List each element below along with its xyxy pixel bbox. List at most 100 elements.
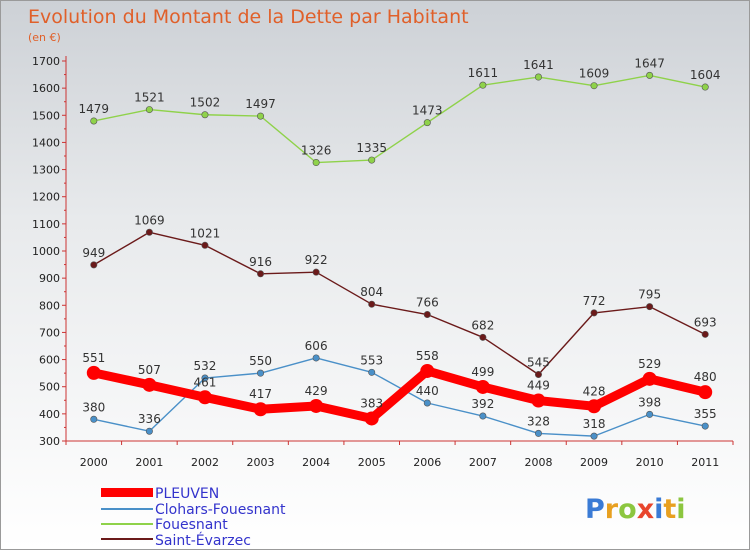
unit-label: (en €): [28, 31, 61, 44]
data-point-saint-evarzec: [479, 333, 487, 341]
legend-swatch-fouesnant: [101, 523, 153, 525]
data-label-pleuven: 428: [583, 384, 606, 398]
data-label-saint-evarzec: 766: [416, 296, 439, 310]
y-tick-label: 1500: [32, 109, 60, 122]
data-point-fouesnant: [201, 111, 209, 119]
x-tick-label: 2011: [691, 456, 719, 469]
x-tick-label: 2009: [580, 456, 608, 469]
x-tick-label: 2006: [413, 456, 441, 469]
data-label-pleuven: 499: [471, 365, 494, 379]
data-point-clohars-fouesnant: [145, 427, 153, 435]
data-point-pleuven: [642, 371, 657, 386]
x-tick-label: 2000: [80, 456, 108, 469]
data-label-pleuven: 417: [249, 387, 272, 401]
data-point-pleuven: [253, 402, 268, 417]
data-point-fouesnant: [701, 83, 709, 91]
data-label-clohars-fouesnant: 318: [583, 417, 606, 431]
logo-letter: P: [585, 494, 605, 525]
legend-swatch-pleuven: [101, 488, 153, 497]
x-tick-label: 2008: [524, 456, 552, 469]
data-label-saint-evarzec: 772: [583, 294, 606, 308]
data-point-clohars-fouesnant: [590, 432, 598, 440]
data-point-clohars-fouesnant: [423, 399, 431, 407]
legend-swatch-clohars-fouesnant: [101, 508, 153, 510]
x-tick-label: 2004: [302, 456, 330, 469]
data-label-fouesnant: 1335: [356, 141, 387, 155]
data-label-clohars-fouesnant: 328: [527, 414, 550, 428]
y-tick-label: 800: [39, 299, 60, 312]
x-tick-label: 2010: [636, 456, 664, 469]
data-point-pleuven: [475, 379, 490, 394]
data-point-pleuven: [86, 365, 101, 380]
data-label-pleuven: 529: [638, 357, 661, 371]
x-tick-label: 2003: [247, 456, 275, 469]
data-point-clohars-fouesnant: [479, 412, 487, 420]
data-label-pleuven: 558: [416, 349, 439, 363]
data-label-clohars-fouesnant: 532: [194, 359, 217, 373]
y-tick-label: 1000: [32, 245, 60, 258]
data-point-fouesnant: [590, 82, 598, 90]
data-label-clohars-fouesnant: 553: [360, 353, 383, 367]
legend-label-fouesnant: Fouesnant: [155, 517, 228, 533]
logo-letter: i: [676, 494, 685, 525]
data-label-pleuven: 449: [527, 379, 550, 393]
data-point-saint-evarzec: [368, 300, 376, 308]
data-label-fouesnant: 1502: [190, 96, 221, 110]
data-label-pleuven: 551: [82, 351, 105, 365]
x-tick-label: 2007: [469, 456, 497, 469]
data-point-fouesnant: [479, 81, 487, 89]
data-label-clohars-fouesnant: 440: [416, 384, 439, 398]
data-label-clohars-fouesnant: 606: [305, 339, 328, 353]
data-point-saint-evarzec: [534, 370, 542, 378]
data-label-clohars-fouesnant: 336: [138, 412, 161, 426]
legend-item-saint-evarzec: Saint-Évarzec: [101, 532, 251, 549]
data-label-saint-evarzec: 1021: [190, 226, 221, 240]
data-point-fouesnant: [145, 106, 153, 114]
data-label-pleuven: 383: [360, 396, 383, 410]
data-labels: 380 336 532 550 606 553 440 392 328 318 398 355 1479…: [79, 56, 721, 431]
series-lines: [89, 74, 710, 437]
series-line-clohars-fouesnant: [93, 357, 706, 437]
data-point-saint-evarzec: [257, 270, 265, 278]
data-point-fouesnant: [646, 71, 654, 79]
data-label-fouesnant: 1609: [579, 67, 610, 81]
data-label-saint-evarzec: 804: [360, 285, 383, 299]
data-label-pleuven: 461: [194, 375, 217, 389]
logo-letter: x: [637, 494, 654, 525]
y-tick-label: 1200: [32, 191, 60, 204]
legend-item-fouesnant: Fouesnant: [101, 517, 228, 533]
data-label-pleuven: 480: [694, 370, 717, 384]
chart-title: Evolution du Montant de la Dette par Hab…: [28, 6, 469, 28]
x-tick-label: 2005: [358, 456, 386, 469]
data-point-clohars-fouesnant: [534, 429, 542, 437]
x-tick-label: 2002: [191, 456, 219, 469]
series-points: [86, 71, 713, 440]
legend-swatch-saint-evarzec: [101, 538, 153, 540]
data-label-fouesnant: 1473: [412, 104, 443, 118]
legend-label-pleuven: PLEUVEN: [155, 486, 219, 502]
data-point-saint-evarzec: [90, 261, 98, 269]
series-line-saint-evarzec: [93, 231, 706, 376]
data-point-fouesnant: [312, 159, 320, 167]
data-point-pleuven: [364, 411, 379, 426]
data-label-clohars-fouesnant: 380: [82, 400, 105, 414]
data-label-fouesnant: 1326: [301, 144, 332, 158]
data-point-clohars-fouesnant: [257, 369, 265, 377]
data-label-saint-evarzec: 545: [527, 356, 550, 370]
data-point-saint-evarzec: [590, 309, 598, 317]
data-label-fouesnant: 1521: [134, 91, 165, 105]
data-label-pleuven: 507: [138, 363, 161, 377]
data-label-fouesnant: 1497: [245, 97, 276, 111]
data-label-fouesnant: 1479: [79, 102, 110, 116]
data-point-fouesnant: [368, 156, 376, 164]
data-label-saint-evarzec: 1069: [134, 213, 165, 227]
data-label-saint-evarzec: 682: [471, 318, 494, 332]
data-point-pleuven: [309, 398, 324, 413]
data-point-fouesnant: [90, 117, 98, 125]
data-label-saint-evarzec: 922: [305, 253, 328, 267]
data-point-clohars-fouesnant: [90, 415, 98, 423]
data-label-fouesnant: 1641: [523, 58, 554, 72]
y-tick-label: 500: [39, 381, 60, 394]
